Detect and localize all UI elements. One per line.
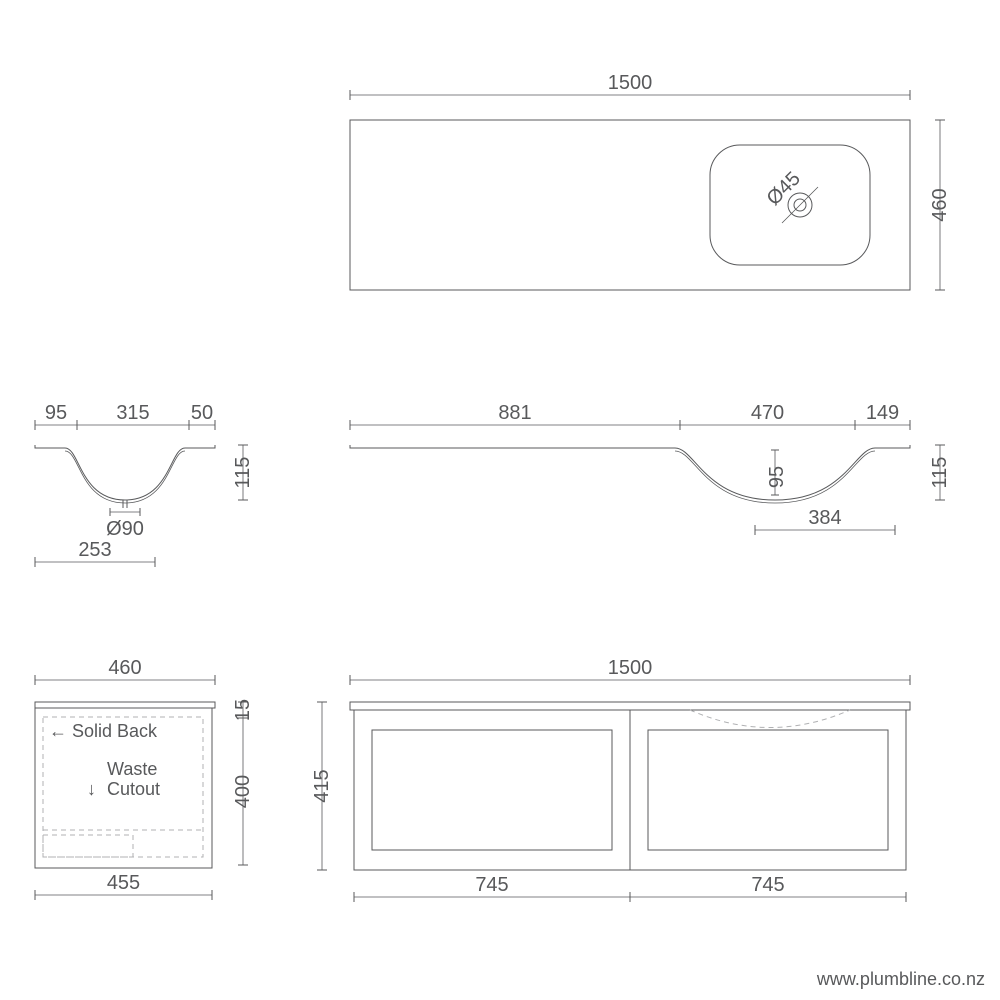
side-sec-253-label: 253 <box>78 539 111 561</box>
topview-dim-w-label: 1500 <box>608 72 653 94</box>
frontcab-basin-dash <box>690 710 850 728</box>
frontcab-slab <box>350 702 910 710</box>
side-sec-top-0-label: 95 <box>45 402 67 424</box>
frontcab-b-0-label: 745 <box>475 874 508 896</box>
waste-label: Waste <box>107 759 157 779</box>
side-drain-dia: Ø90 <box>106 518 144 540</box>
side-section-profile <box>35 445 215 500</box>
sidecab-r-1-label: 400 <box>232 775 254 808</box>
front-section-profile <box>350 445 910 500</box>
side-sec-top-1-label: 315 <box>116 402 149 424</box>
front-sec-top-1-label: 470 <box>751 402 784 424</box>
sidecab-bottom-label: 455 <box>107 872 140 894</box>
sidecab-top-slab <box>35 702 215 708</box>
topview-basin <box>710 145 870 265</box>
side-sec-top-2-label: 50 <box>191 402 213 424</box>
topview-dim-h-label: 460 <box>929 188 951 221</box>
front-sec-384-label: 384 <box>808 507 841 529</box>
sidecab-waste-cutout <box>43 835 133 857</box>
solid-back-label: ← Solid Back <box>49 721 158 741</box>
cutout-label: Cutout <box>107 779 160 799</box>
waste-arrow: ↓ <box>87 779 96 799</box>
front-sec-top-0-label: 881 <box>498 402 531 424</box>
sidecab-top-label: 460 <box>108 657 141 679</box>
frontcab-b-1-label: 745 <box>751 874 784 896</box>
drain-dia-label: Ø45 <box>763 168 805 210</box>
frontcab-top-label: 1500 <box>608 657 653 679</box>
front-sec-top-2-label: 149 <box>866 402 899 424</box>
frontcab-h-label: 415 <box>311 769 333 802</box>
drawer-right <box>648 730 888 850</box>
front-sec-h-label: 115 <box>929 457 951 489</box>
front-inner-95: 95 <box>766 466 788 488</box>
drawer-left <box>372 730 612 850</box>
side-sec-h-label: 115 <box>232 457 254 489</box>
footer-url: www.plumbline.co.nz <box>816 969 985 989</box>
